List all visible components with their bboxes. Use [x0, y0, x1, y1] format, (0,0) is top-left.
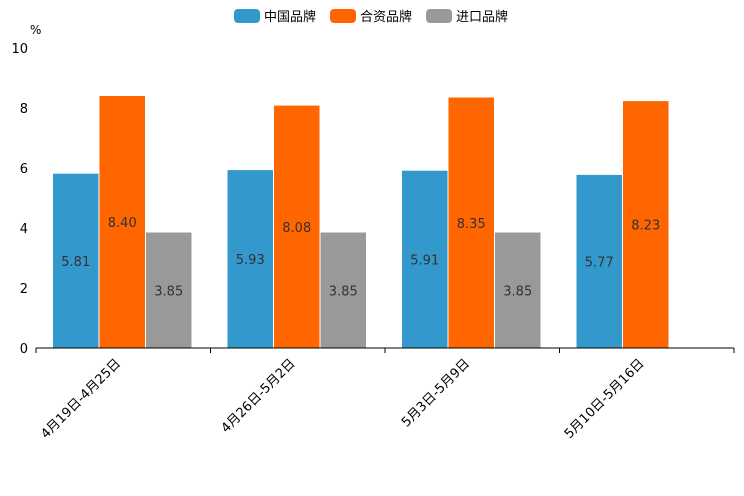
legend-label-3[interactable]: 进口品牌: [456, 9, 508, 25]
value-label-1-1: 5.81: [61, 255, 90, 270]
bar-2-2[interactable]: [274, 105, 320, 348]
bar-2-1[interactable]: [99, 96, 146, 348]
legend-label-1[interactable]: 中国品牌: [264, 9, 316, 25]
bar-3-1[interactable]: [146, 232, 192, 349]
y-tick-label: 6: [20, 162, 28, 177]
bar-1-3[interactable]: [402, 170, 448, 348]
bar-3-2[interactable]: [320, 232, 367, 349]
x-tick-label: 4月19日-4月25日: [38, 356, 124, 442]
bar-1-4[interactable]: [576, 174, 623, 348]
legend: 中国品牌 合资品牌 进口品牌: [234, 9, 508, 25]
x-tick-label: 5月3日-5月9日: [399, 356, 473, 430]
bar-1-1[interactable]: [53, 173, 99, 348]
y-axis-unit: %: [30, 23, 41, 37]
legend-swatch-3[interactable]: [426, 9, 452, 23]
value-label-1-4: 5.77: [585, 255, 614, 270]
y-tick-label: 10: [11, 42, 28, 57]
x-axis: 4月19日-4月25日 4月26日-5月2日 5月3日-5月9日 5月10日-5月16…: [35, 347, 735, 442]
legend-swatch-2[interactable]: [330, 9, 356, 23]
value-label-3-3: 3.85: [503, 284, 532, 299]
value-label-1-2: 5.93: [236, 253, 265, 268]
bars: 5.81 8.40 3.85 5.93 8.08 3.85 5.91 8.35 3.85 5.77…: [53, 96, 669, 348]
y-tick-label: 4: [20, 222, 28, 237]
value-label-3-2: 3.85: [329, 284, 358, 299]
value-label-2-3: 8.35: [457, 217, 486, 232]
value-label-2-4: 8.23: [631, 219, 660, 234]
legend-label-2[interactable]: 合资品牌: [360, 9, 412, 25]
y-tick-label: 8: [20, 102, 28, 117]
bar-2-4[interactable]: [623, 101, 669, 348]
y-tick-label: 2: [20, 282, 28, 297]
value-label-2-1: 8.40: [108, 216, 137, 231]
legend-swatch-1[interactable]: [234, 9, 260, 23]
y-tick-label: 0: [20, 342, 28, 357]
bar-3-3[interactable]: [495, 232, 541, 349]
value-label-1-3: 5.91: [410, 253, 439, 268]
value-label-2-2: 8.08: [282, 221, 311, 236]
bar-2-3[interactable]: [448, 97, 495, 349]
value-label-3-1: 3.85: [154, 284, 183, 299]
y-axis: 0 2 4 6 8 10: [11, 42, 28, 357]
x-tick-label: 5月10日-5月16日: [562, 356, 648, 442]
x-tick-label: 4月26日-5月2日: [219, 356, 299, 436]
bar-1-2[interactable]: [227, 170, 274, 348]
